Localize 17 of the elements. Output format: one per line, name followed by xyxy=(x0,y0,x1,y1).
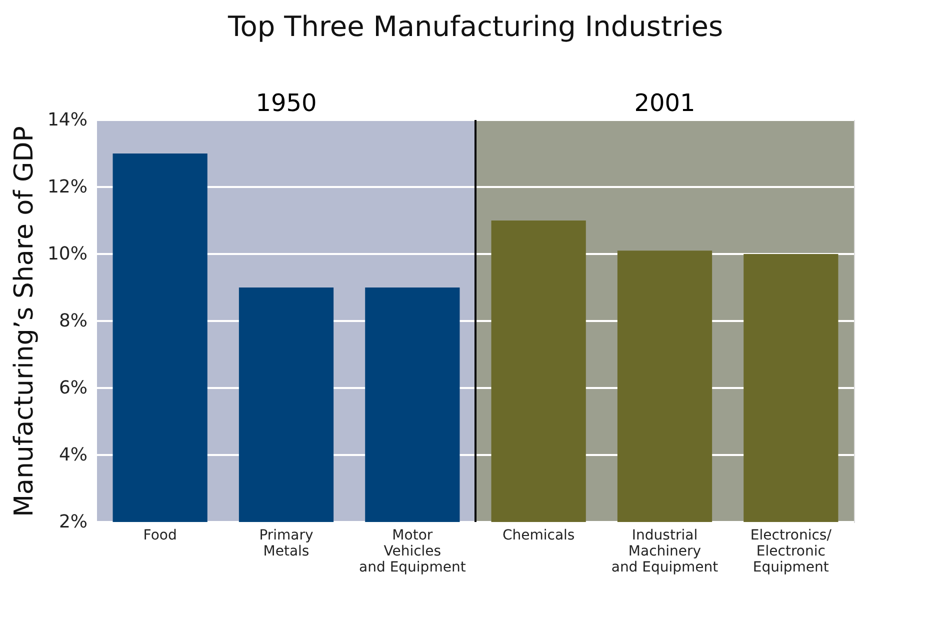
x-tick-label: Industrial Machinery and Equipment xyxy=(611,528,719,576)
y-axis-title: Manufacturing’s Share of GDP xyxy=(9,126,40,517)
y-tick-label: 2% xyxy=(58,512,88,532)
chart-title: Top Three Manufacturing Industries xyxy=(226,10,724,43)
x-tick-label: Motor Vehicles and Equipment xyxy=(359,528,466,576)
y-tick-label: 8% xyxy=(58,310,88,332)
band-label: 2001 xyxy=(634,89,696,117)
x-tick-label: Food xyxy=(143,528,177,544)
y-tick-label: 10% xyxy=(47,244,88,264)
x-tick-label: Electronics/ Electronic Equipment xyxy=(750,528,832,576)
band-label: 1950 xyxy=(256,89,317,117)
y-tick-label: 12% xyxy=(47,176,88,198)
y-tick-label: 4% xyxy=(58,444,88,466)
y-tick-label: 6% xyxy=(58,378,88,398)
x-tick-label: Primary Metals xyxy=(259,528,314,560)
x-tick-label: Chemicals xyxy=(502,528,575,544)
y-tick-label: 14% xyxy=(47,110,88,130)
